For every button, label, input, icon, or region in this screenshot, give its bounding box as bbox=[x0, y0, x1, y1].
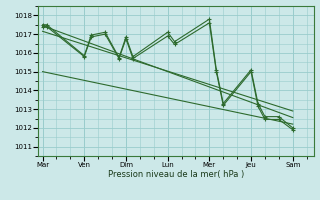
X-axis label: Pression niveau de la mer( hPa ): Pression niveau de la mer( hPa ) bbox=[108, 170, 244, 179]
